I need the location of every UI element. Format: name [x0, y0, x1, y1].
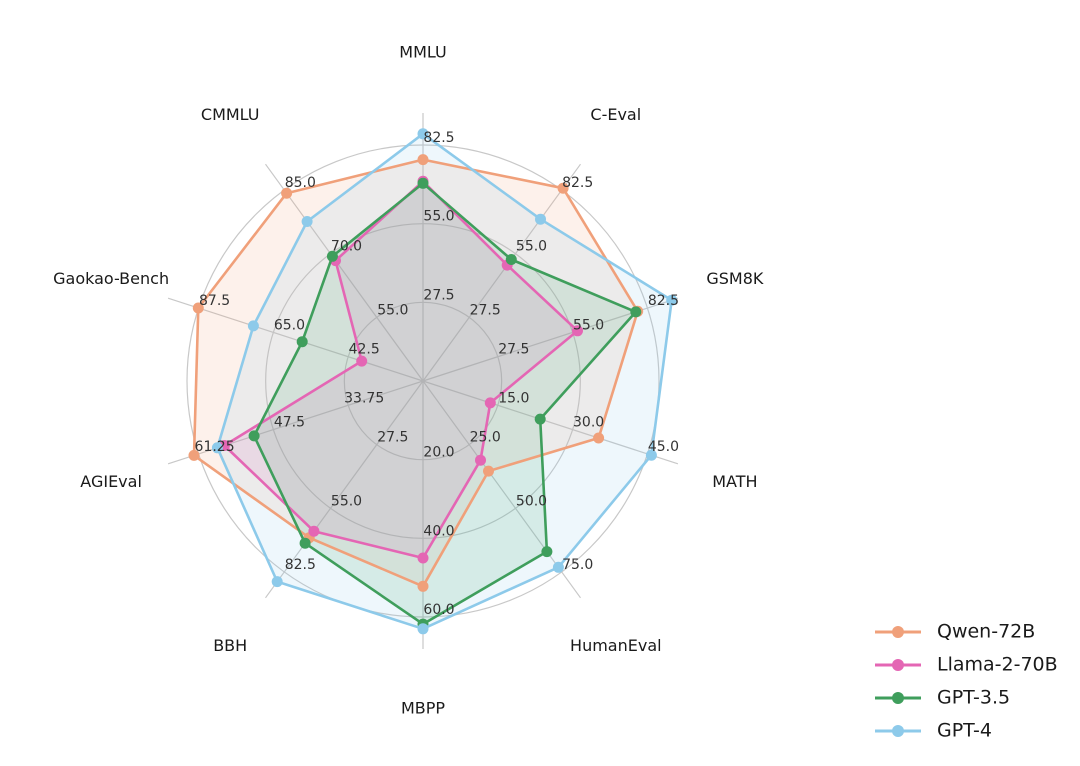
axis-label-c-eval: C-Eval: [590, 105, 641, 124]
point-gpt-3-5-humaneval: [541, 546, 553, 558]
tick-label-mmlu-2: 55.0: [423, 209, 454, 225]
axis-spoke-c-eval: [422, 163, 581, 382]
axis-label-mbpp: MBPP: [401, 699, 445, 718]
point-gpt-4-c-eval: [535, 213, 546, 225]
point-gpt-4-math: [645, 449, 657, 461]
tick-label-humaneval-1: 25.0: [470, 430, 501, 446]
legend-label-gpt-3-5: GPT-3.5: [937, 687, 1010, 709]
axis-label-math: MATH: [712, 472, 757, 491]
tick-label-gsm8k-3: 82.5: [648, 293, 679, 309]
point-qwen-72b-mbpp: [417, 580, 429, 592]
point-gpt-3-5-c-eval: [505, 254, 517, 265]
tick-label-cmmlu-2: 70.0: [331, 239, 362, 255]
legend: Qwen-72B Llama-2-70B GPT-3.5 GPT-4: [875, 621, 1058, 742]
tick-label-gaokao-bench-3: 87.5: [199, 293, 230, 309]
tick-label-humaneval-3: 75.0: [562, 557, 593, 573]
legend-label-llama-2-70b: Llama-2-70B: [937, 654, 1058, 676]
tick-label-c-eval-3: 82.5: [562, 175, 593, 191]
tick-label-agieval-1: 33.75: [344, 390, 384, 406]
point-llama-2-70b-humaneval: [475, 454, 486, 466]
axis-spoke-math: [422, 380, 679, 465]
point-gpt-4-gsm8k: [666, 294, 678, 306]
point-gpt-4-humaneval: [552, 561, 564, 573]
point-gpt-4-bbh: [271, 576, 283, 588]
point-qwen-72b-humaneval: [483, 465, 494, 477]
point-gpt-3-5-mmlu: [417, 177, 429, 189]
tick-label-math-1: 15.0: [498, 390, 529, 406]
tick-label-math-2: 30.0: [573, 415, 604, 431]
axis-label-agieval: AGIEval: [80, 472, 142, 491]
point-qwen-72b-c-eval: [557, 182, 569, 194]
tick-label-gaokao-bench-2: 65.0: [274, 317, 305, 333]
point-llama-2-70b-bbh: [308, 525, 320, 537]
series-area-gpt-3-5: [254, 183, 636, 625]
legend-label-gpt-4: GPT-4: [937, 720, 992, 742]
tick-label-cmmlu-1: 55.0: [377, 302, 408, 318]
tick-label-agieval-3: 61.25: [195, 439, 235, 455]
point-gpt-3-5-gaokao-bench: [296, 336, 308, 348]
tick-label-math-3: 45.0: [648, 439, 679, 455]
grid-layer: [167, 113, 679, 649]
tick-label-humaneval-2: 50.0: [516, 493, 547, 509]
series-area-llama-2-70b: [224, 181, 578, 559]
axis-label-bbh: BBH: [213, 636, 247, 655]
axis-spoke-gaokao-bench: [167, 297, 424, 382]
tick-label-agieval-2: 47.5: [274, 415, 305, 431]
legend-marker-gpt-4: [892, 725, 904, 737]
legend-marker-llama-2-70b: [892, 659, 904, 671]
axis-label-layer: MMLU C-Eval GSM8K MATH HumanEval MBPP BBH AGIEv…: [53, 43, 764, 718]
point-qwen-72b-gaokao-bench: [192, 302, 204, 314]
tick-label-bbh-2: 55.0: [331, 493, 362, 509]
point-gpt-3-5-math: [534, 413, 546, 425]
series-layer: [188, 128, 678, 635]
point-gpt-4-cmmlu: [301, 216, 313, 227]
axis-label-cmmlu: CMMLU: [201, 105, 260, 124]
axis-label-mmlu: MMLU: [399, 43, 446, 62]
legend-marker-qwen-72b: [892, 626, 904, 638]
point-qwen-72b-mmlu: [417, 154, 429, 166]
tick-label-gsm8k-1: 27.5: [498, 342, 529, 358]
tick-label-bbh-1: 27.5: [377, 430, 408, 446]
point-qwen-72b-cmmlu: [281, 187, 293, 199]
point-gpt-4-gaokao-bench: [247, 320, 259, 332]
axis-spoke-agieval: [167, 380, 424, 465]
legend-marker-gpt-3-5: [892, 692, 904, 704]
axis-spoke-bbh: [265, 380, 424, 599]
legend-label-qwen-72b: Qwen-72B: [937, 621, 1035, 643]
tick-label-c-eval-2: 55.0: [516, 239, 547, 255]
axis-spoke-cmmlu: [265, 163, 424, 382]
point-qwen-72b-math: [593, 432, 605, 444]
point-llama-2-70b-mbpp: [417, 552, 429, 564]
point-gpt-3-5-cmmlu: [326, 250, 338, 262]
tick-label-layer: 27.5 55.0 82.5 27.5 55.0 82.5 27.5 55.0 82.5 15.0…: [195, 130, 679, 618]
tick-label-mmlu-3: 82.5: [423, 130, 454, 146]
point-gpt-3-5-bbh: [299, 537, 311, 549]
point-gpt-4-mbpp: [417, 623, 429, 635]
point-gpt-4-agieval: [211, 442, 223, 454]
point-qwen-72b-agieval: [188, 449, 200, 461]
axis-label-humaneval: HumanEval: [570, 636, 662, 655]
tick-label-gaokao-bench-1: 42.5: [349, 342, 380, 358]
tick-label-mbpp-1: 20.0: [423, 445, 454, 461]
point-llama-2-70b-gsm8k: [572, 325, 583, 337]
tick-label-cmmlu-3: 85.0: [285, 175, 316, 191]
tick-label-gsm8k-2: 55.0: [573, 317, 604, 333]
tick-label-mbpp-2: 40.0: [423, 523, 454, 539]
point-llama-2-70b-gaokao-bench: [356, 355, 368, 367]
tick-label-mbpp-3: 60.0: [423, 602, 454, 618]
point-llama-2-70b-math: [484, 397, 496, 409]
axis-label-gaokao-bench: Gaokao-Bench: [53, 269, 169, 288]
tick-label-c-eval-1: 27.5: [470, 302, 501, 318]
point-gpt-3-5-gsm8k: [630, 306, 642, 318]
point-gpt-3-5-agieval: [248, 430, 260, 442]
axis-label-gsm8k: GSM8K: [706, 269, 764, 288]
tick-label-bbh-3: 82.5: [285, 557, 316, 573]
point-gpt-4-mmlu: [417, 128, 429, 140]
tick-label-mmlu-1: 27.5: [423, 287, 454, 303]
axis-spoke-humaneval: [422, 380, 581, 599]
